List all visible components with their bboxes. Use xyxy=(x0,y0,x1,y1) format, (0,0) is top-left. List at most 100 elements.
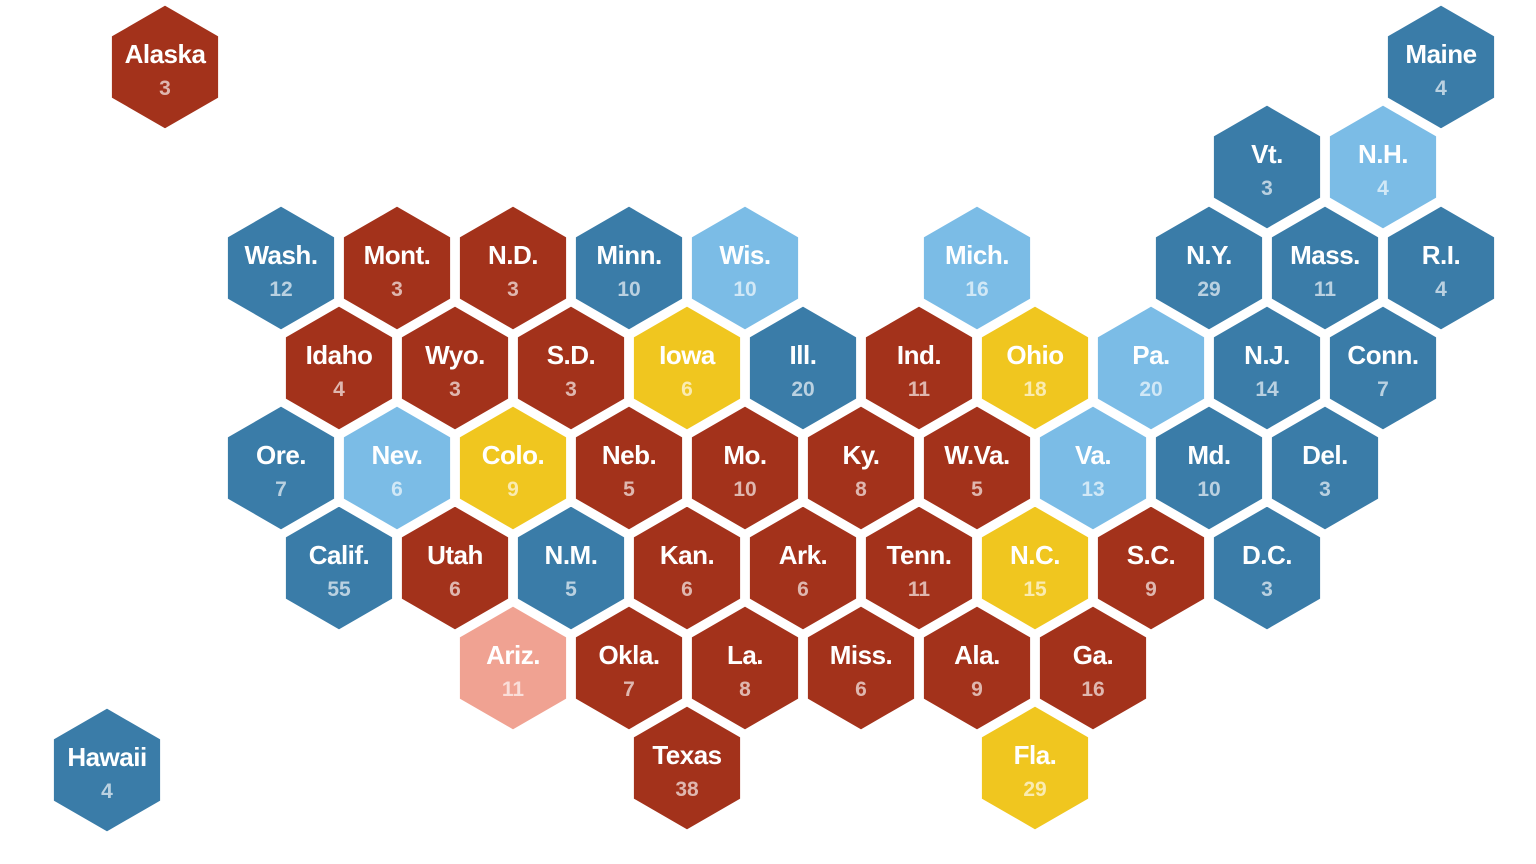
state-hex: Nev. 6 xyxy=(340,403,454,533)
state-hex: N.H. 4 xyxy=(1326,102,1440,232)
state-hex: Kan. 6 xyxy=(630,503,744,633)
electoral-votes: 9 xyxy=(1145,578,1157,601)
hex xyxy=(1036,403,1150,533)
electoral-votes: 11 xyxy=(502,678,525,701)
electoral-votes: 4 xyxy=(333,378,345,401)
electoral-votes: 10 xyxy=(733,478,756,501)
state-hex: Maine 4 xyxy=(1384,2,1498,132)
state-hex: Texas 38 xyxy=(630,703,744,833)
state-hex: R.I. 4 xyxy=(1384,203,1498,333)
state-label: N.M. xyxy=(545,540,598,570)
state-label: Alaska xyxy=(125,39,207,69)
state-hex: Ky. 8 xyxy=(804,403,918,533)
state-label: Maine xyxy=(1405,39,1476,69)
state-label: Colo. xyxy=(482,440,545,470)
state-label: N.H. xyxy=(1358,139,1408,169)
state-hex: W.Va. 5 xyxy=(920,403,1034,533)
hex xyxy=(688,403,802,533)
state-hex: Alaska 3 xyxy=(108,2,222,132)
state-hex: N.C. 15 xyxy=(978,503,1092,633)
electoral-votes: 4 xyxy=(1435,77,1447,100)
state-label: Calif. xyxy=(309,540,370,570)
state-hex: Colo. 9 xyxy=(456,403,570,533)
state-hex: Neb. 5 xyxy=(572,403,686,533)
hex xyxy=(804,403,918,533)
electoral-votes: 4 xyxy=(1435,278,1447,301)
state-hex: S.C. 9 xyxy=(1094,503,1208,633)
state-label: Ark. xyxy=(779,540,828,570)
state-hex: Utah 6 xyxy=(398,503,512,633)
hex xyxy=(1384,203,1498,333)
state-label: Okla. xyxy=(598,640,659,670)
hex xyxy=(224,203,338,333)
state-label: Ill. xyxy=(790,340,817,370)
electoral-votes: 11 xyxy=(1314,278,1337,301)
state-hex: Ill. 20 xyxy=(746,303,860,433)
state-label: Iowa xyxy=(659,340,716,370)
electoral-votes: 3 xyxy=(565,378,577,401)
hex xyxy=(282,503,396,633)
hex xyxy=(340,403,454,533)
hex xyxy=(1384,2,1498,132)
state-label: Ala. xyxy=(954,640,1000,670)
state-label: N.C. xyxy=(1010,540,1060,570)
state-hex: Hawaii 4 xyxy=(50,705,164,835)
electoral-votes: 3 xyxy=(1261,578,1273,601)
hex xyxy=(1326,303,1440,433)
electoral-votes: 38 xyxy=(675,778,699,801)
state-hex: Minn. 10 xyxy=(572,203,686,333)
state-hex: S.D. 3 xyxy=(514,303,628,433)
hex xyxy=(978,703,1092,833)
electoral-votes: 29 xyxy=(1197,278,1220,301)
hex xyxy=(630,303,744,433)
state-label: Wyo. xyxy=(425,340,485,370)
state-hex: N.D. 3 xyxy=(456,203,570,333)
electoral-votes: 10 xyxy=(733,278,756,301)
hex xyxy=(862,303,976,433)
state-label: Texas xyxy=(652,740,721,770)
state-hex: Va. 13 xyxy=(1036,403,1150,533)
state-label: Fla. xyxy=(1014,740,1057,770)
state-hex: Pa. 20 xyxy=(1094,303,1208,433)
state-hex: Miss. 6 xyxy=(804,603,918,733)
state-hex: Wash. 12 xyxy=(224,203,338,333)
hex xyxy=(514,303,628,433)
state-hex: Ga. 16 xyxy=(1036,603,1150,733)
state-label: N.D. xyxy=(488,240,538,270)
hex xyxy=(282,303,396,433)
state-hex: Tenn. 11 xyxy=(862,503,976,633)
state-label: Hawaii xyxy=(67,742,146,772)
state-hex: Calif. 55 xyxy=(282,503,396,633)
state-hex: Iowa 6 xyxy=(630,303,744,433)
state-label: Vt. xyxy=(1251,139,1283,169)
electoral-votes: 18 xyxy=(1023,378,1047,401)
state-label: Miss. xyxy=(830,640,893,670)
hex xyxy=(688,603,802,733)
state-label: D.C. xyxy=(1242,540,1292,570)
hex xyxy=(1094,303,1208,433)
electoral-votes: 8 xyxy=(855,478,867,501)
hex xyxy=(1210,303,1324,433)
state-label: Pa. xyxy=(1132,340,1170,370)
electoral-votes: 3 xyxy=(449,378,461,401)
hex xyxy=(920,603,1034,733)
electoral-votes: 6 xyxy=(855,678,867,701)
state-label: Idaho xyxy=(306,340,373,370)
state-label: Md. xyxy=(1187,440,1230,470)
state-label: Wis. xyxy=(719,240,770,270)
electoral-votes: 7 xyxy=(1377,378,1389,401)
state-hex: Wyo. 3 xyxy=(398,303,512,433)
electoral-votes: 6 xyxy=(797,578,809,601)
electoral-votes: 16 xyxy=(1081,678,1104,701)
state-label: Mont. xyxy=(364,240,431,270)
electoral-votes: 20 xyxy=(1139,378,1162,401)
hex xyxy=(746,303,860,433)
state-hex: Md. 10 xyxy=(1152,403,1266,533)
state-label: Minn. xyxy=(596,240,661,270)
electoral-votes: 4 xyxy=(1377,177,1389,200)
state-hex: Mont. 3 xyxy=(340,203,454,333)
hex xyxy=(340,203,454,333)
state-label: Ga. xyxy=(1073,640,1113,670)
state-hex: Fla. 29 xyxy=(978,703,1092,833)
hex xyxy=(514,503,628,633)
